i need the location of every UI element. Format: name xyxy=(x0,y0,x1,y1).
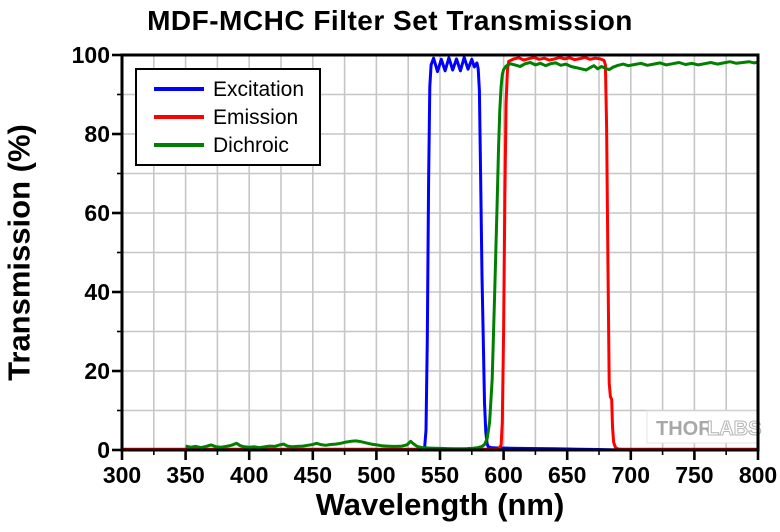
x-tick-label: 600 xyxy=(484,462,522,488)
legend-item-excitation: Excitation xyxy=(154,79,319,100)
x-tick-label: 800 xyxy=(739,462,777,488)
chart-title: MDF-MCHC Filter Set Transmission xyxy=(147,5,633,36)
watermark-thorlabs-logo-labs: LABS xyxy=(707,418,761,440)
y-tick-label: 60 xyxy=(84,200,110,226)
legend-item-dichroic: Dichroic xyxy=(154,135,319,156)
watermark: THOR LABS xyxy=(646,410,762,444)
x-tick-label: 300 xyxy=(103,462,141,488)
y-tick-label: 40 xyxy=(84,279,110,305)
y-axis-label: Transmission (%) xyxy=(1,124,37,381)
x-tick-label: 350 xyxy=(166,462,204,488)
x-tick-label: 550 xyxy=(421,462,459,488)
plot-frame xyxy=(120,53,760,452)
y-tick-label: 80 xyxy=(84,121,110,147)
x-tick-label: 450 xyxy=(294,462,332,488)
watermark-thorlabs-logo-thor: THOR xyxy=(656,418,713,440)
y-tick-label: 20 xyxy=(84,358,110,384)
series-line-dichroic xyxy=(185,60,759,451)
legend-label-emission: Emission xyxy=(213,105,299,129)
x-axis-label: Wavelength (nm) xyxy=(315,487,565,522)
y-tick-label: 0 xyxy=(97,437,110,463)
x-tick-label: 400 xyxy=(230,462,268,488)
x-tick-label: 500 xyxy=(357,462,395,488)
legend-item-emission: Emission xyxy=(154,107,319,128)
legend-label-excitation: Excitation xyxy=(213,77,305,101)
tick-labels: 300 350 400 450 500 550 600 650 700 750 800 0 20 40 60… xyxy=(72,42,778,488)
x-tick-label: 650 xyxy=(548,462,586,488)
legend-swatch-excitation xyxy=(154,87,204,91)
legend-label-dichroic: Dichroic xyxy=(213,133,289,157)
watermark-chip xyxy=(646,410,758,444)
legend: Excitation Emission Dichroic xyxy=(135,68,321,166)
axis-ticks xyxy=(112,53,760,460)
x-tick-label: 750 xyxy=(675,462,713,488)
legend-swatch-emission xyxy=(154,115,204,119)
x-tick-label: 700 xyxy=(612,462,650,488)
legend-swatch-dichroic xyxy=(154,143,204,147)
series-line-emission xyxy=(122,55,758,451)
y-tick-label: 100 xyxy=(72,42,110,68)
